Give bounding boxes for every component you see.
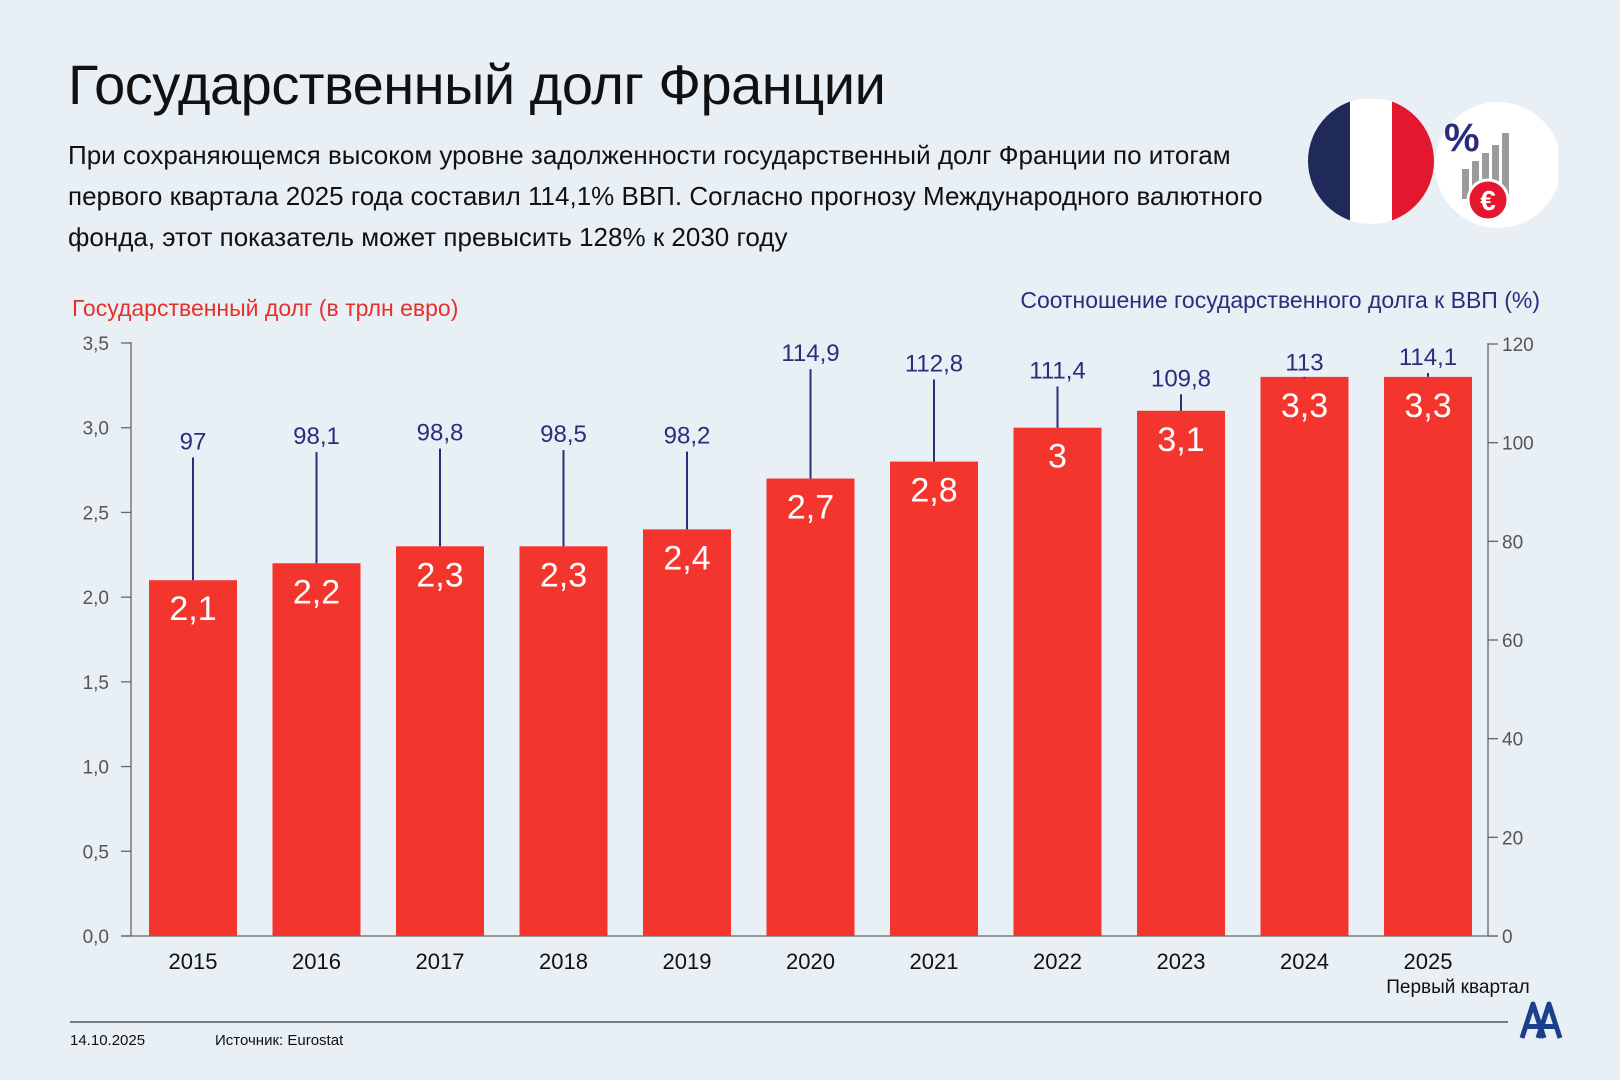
debt-value-label: 2,1 — [169, 590, 216, 628]
right-axis-tick-label: 20 — [1502, 828, 1523, 849]
percent-euro-growth-icon: % € — [1435, 102, 1558, 228]
x-axis-category-label: 2015 — [169, 949, 218, 974]
debt-value-label: 3,3 — [1404, 387, 1451, 425]
debt-bar — [272, 563, 361, 936]
debt-bar — [643, 529, 731, 936]
right-axis-title: Соотношение государственного долга к ВВП… — [1020, 287, 1540, 313]
gdp-ratio-label: 112,8 — [905, 351, 963, 378]
right-axis-tick-label: 60 — [1502, 631, 1523, 652]
page-subtitle: При сохраняющемся высоком уровне задолже… — [68, 140, 1263, 252]
debt-value-label: 2,3 — [416, 556, 463, 594]
x-axis-category-label: 2018 — [539, 949, 588, 974]
gdp-ratio-label: 97 — [180, 428, 207, 455]
x-axis-category-label: 2020 — [786, 949, 835, 974]
svg-text:%: % — [1444, 116, 1480, 160]
right-axis-tick-label: 100 — [1502, 434, 1534, 455]
debt-bar — [890, 461, 978, 936]
left-axis-tick-label: 3,0 — [83, 419, 109, 440]
gdp-ratio-label: 114,9 — [781, 340, 839, 367]
gdp-ratio-label: 98,1 — [293, 423, 340, 450]
left-axis-tick-label: 1,0 — [83, 758, 109, 779]
debt-value-label: 3,1 — [1157, 421, 1204, 459]
left-axis-tick-label: 2,5 — [83, 503, 109, 524]
debt-value-label: 2,4 — [663, 539, 710, 577]
left-axis-title: Государственный долг (в трлн евро) — [72, 295, 458, 321]
debt-value-label: 3 — [1048, 438, 1067, 476]
x-axis-category-label: 2017 — [416, 949, 465, 974]
footer-source: Источник: Eurostat — [215, 1032, 344, 1049]
debt-bar — [149, 580, 237, 936]
aa-logo-icon — [1519, 1001, 1563, 1039]
debt-bar — [1260, 376, 1349, 936]
x-axis-category-label: 2016 — [292, 949, 341, 974]
left-axis-tick-label: 0,5 — [83, 842, 109, 863]
x-axis-category-sublabel: Первый квартал — [1386, 977, 1529, 998]
debt-bar — [1013, 427, 1102, 936]
debt-bar — [396, 546, 484, 936]
left-axis-tick-label: 3,5 — [83, 334, 109, 355]
chart-plot-area: 0,0 0,5 1,0 1,5 2,0 2,5 3,0 3,5 0 20 40 60 80 100 120 9… — [70, 334, 1534, 1023]
x-axis-category-label: 2022 — [1033, 949, 1082, 974]
left-axis-tick-label: 0,0 — [83, 927, 109, 948]
debt-bar — [519, 546, 608, 936]
x-axis-category-label: 2025 — [1404, 949, 1453, 974]
right-axis-tick-label: 0 — [1502, 927, 1513, 948]
header-icons: % € — [1308, 99, 1558, 228]
page-title: Государственный долг Франции — [68, 53, 886, 116]
debt-value-label: 2,8 — [910, 472, 957, 510]
svg-text:€: € — [1480, 185, 1496, 216]
x-axis-category-label: 2024 — [1280, 949, 1329, 974]
left-axis-tick-label: 2,0 — [83, 588, 109, 609]
debt-value-label: 2,2 — [293, 573, 340, 611]
gdp-ratio-label: 98,5 — [540, 421, 587, 448]
left-axis-tick-label: 1,5 — [83, 673, 109, 694]
debt-bar — [766, 478, 855, 936]
debt-bar — [1384, 376, 1472, 936]
debt-bar — [1137, 410, 1225, 936]
gdp-ratio-label: 98,2 — [664, 423, 711, 450]
x-axis-category-label: 2021 — [910, 949, 959, 974]
debt-value-label: 2,3 — [540, 556, 587, 594]
debt-value-label: 2,7 — [787, 489, 834, 527]
gdp-ratio-label: 111,4 — [1029, 357, 1086, 384]
gdp-ratio-label: 109,8 — [1151, 365, 1211, 392]
right-axis-tick-label: 80 — [1502, 532, 1523, 553]
gdp-ratio-label: 114,1 — [1399, 344, 1457, 371]
x-axis-category-label: 2019 — [663, 949, 712, 974]
gdp-ratio-label: 113 — [1285, 350, 1323, 377]
debt-value-label: 3,3 — [1281, 387, 1328, 425]
gdp-ratio-label: 98,8 — [417, 420, 464, 447]
right-axis-tick-label: 120 — [1502, 335, 1534, 356]
right-axis-tick-label: 40 — [1502, 730, 1523, 751]
x-axis-category-label: 2023 — [1157, 949, 1206, 974]
footer-date: 14.10.2025 — [70, 1032, 146, 1049]
